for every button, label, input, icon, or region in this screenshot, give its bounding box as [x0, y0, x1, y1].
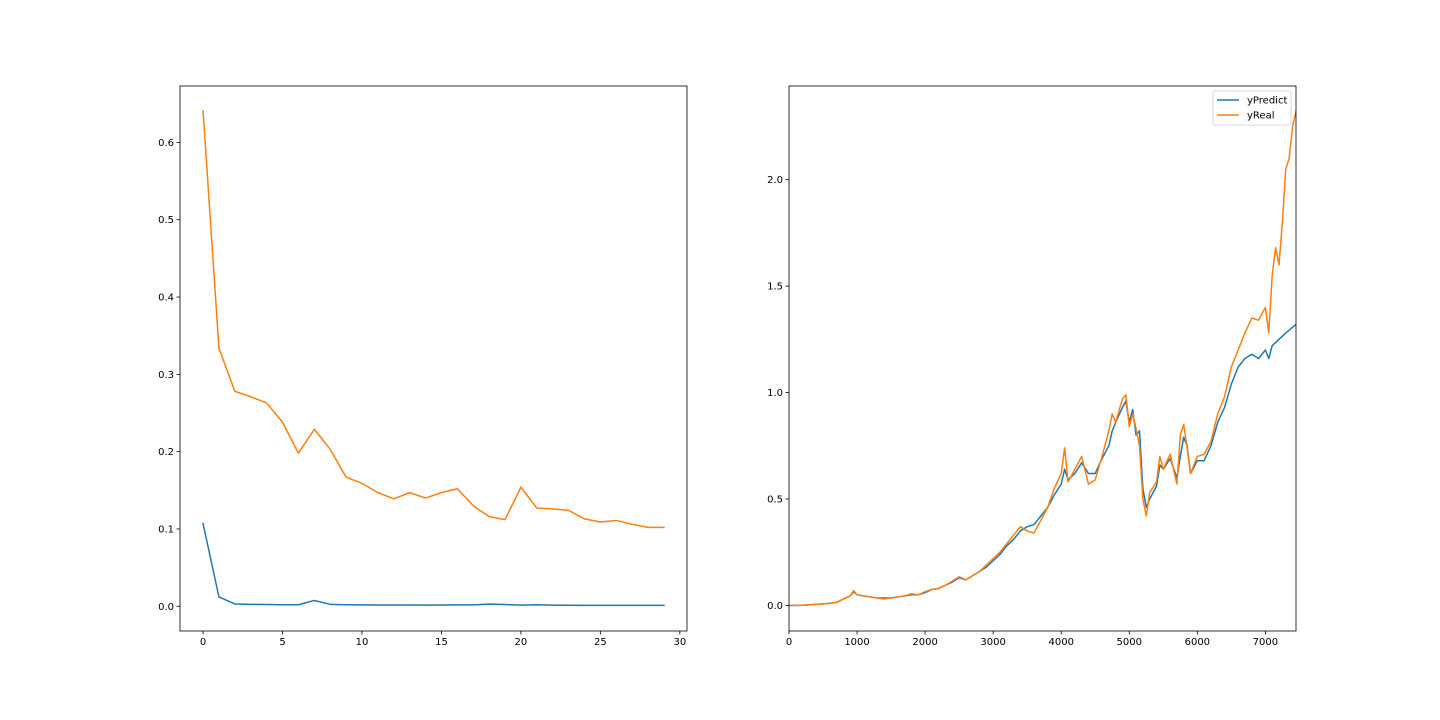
y-tick-label: 1.0: [767, 388, 783, 399]
y-tick-label: 0.6: [158, 138, 174, 149]
x-tick-label: 0: [200, 637, 206, 648]
y-tick-label: 0.5: [158, 215, 174, 226]
y-tick-label: 1.5: [767, 282, 783, 293]
axes-frame: [788, 85, 1297, 632]
y-tick-label: 0.2: [158, 447, 174, 458]
x-tick-label: 1000: [844, 637, 869, 648]
series-line-1: [202, 522, 665, 607]
y-tick-label: 0.4: [158, 293, 174, 304]
y-tick-label: 0.1: [158, 524, 174, 535]
series-line-2: [202, 109, 665, 529]
x-tick-label: 10: [356, 637, 369, 648]
legend-label-yreal: yReal: [1247, 111, 1274, 122]
x-tick-label: 3000: [980, 637, 1005, 648]
x-tick-label: 0: [786, 637, 792, 648]
y-tick-label: 0.0: [158, 602, 174, 613]
x-tick-label: 4000: [1048, 637, 1073, 648]
legend-label-ypredict: yPredict: [1247, 96, 1287, 107]
series-group: [789, 110, 1296, 607]
x-tick-label: 15: [435, 637, 448, 648]
y-tick-label: 0.3: [158, 370, 174, 381]
y-tick-label: 2.0: [767, 175, 783, 186]
x-tick-label: 5000: [1117, 637, 1142, 648]
x-tick-label: 7000: [1253, 637, 1278, 648]
x-tick-label: 30: [673, 637, 686, 648]
axes-frame: [179, 85, 688, 632]
series-group: [202, 109, 665, 607]
x-tick-label: 25: [594, 637, 607, 648]
x-tick-label: 20: [515, 637, 528, 648]
y-tick-label: 0.0: [767, 601, 783, 612]
prediction-chart-axes: 0 1000 2000 3000 4000 5000 6000 7000 0.0 0.5 1.0 1.…: [767, 85, 1297, 648]
loss-chart-axes: 0 5 10 15 20 25 30 0.0 0.1 0.2 0.3 0.4 0.5 0.6: [158, 85, 688, 648]
x-tick-label: 6000: [1185, 637, 1210, 648]
y-tick-label: 0.5: [767, 495, 783, 506]
x-tick-label: 2000: [912, 637, 937, 648]
legend: yPredict yReal: [1212, 90, 1292, 126]
x-tick-label: 5: [279, 637, 285, 648]
series-line-yreal: [789, 110, 1296, 607]
